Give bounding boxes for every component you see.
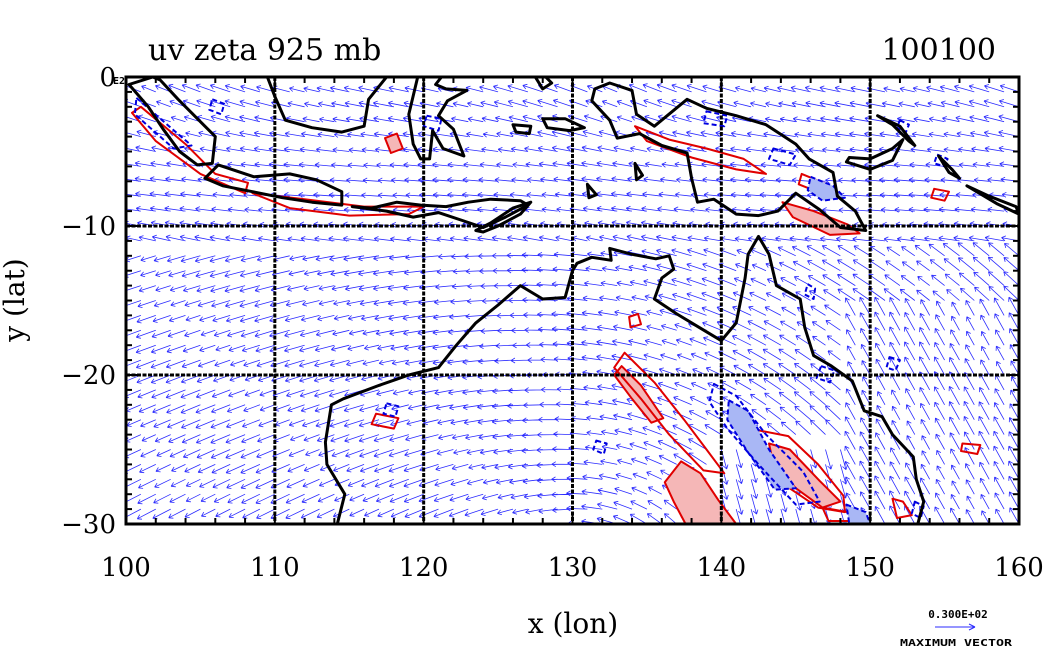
y-axis-label: y (lat): [0, 258, 31, 342]
coastline-timor: [474, 200, 533, 234]
coastline-tanimbar: [585, 182, 598, 200]
negative-vorticity-contour: [208, 98, 226, 116]
negative-vorticity-contour: [803, 283, 817, 300]
positive-vorticity-contour: [960, 442, 982, 455]
y-tick-label: −20: [61, 361, 116, 391]
coastline-australia: [323, 234, 926, 524]
coastline-aru: [633, 161, 644, 182]
x-axis-label: x (lon): [528, 607, 618, 640]
negative-vorticity-contour: [815, 365, 836, 384]
negative-vorticity-contour: [845, 503, 872, 524]
coastline-layer: [127, 77, 1019, 524]
coastline-new-guinea: [590, 81, 868, 232]
x-tick-label: 140: [697, 553, 747, 583]
negative-vorticity-contour: [422, 114, 443, 132]
positive-vorticity-contour: [131, 105, 249, 195]
negative-vorticity-contour: [702, 110, 729, 128]
x-tick-label: 160: [994, 553, 1044, 583]
coastline-halmahera: [533, 77, 554, 91]
chart-date-label: 100100: [881, 33, 996, 68]
positive-vorticity-contour: [251, 192, 425, 217]
positive-vorticity-contour: [370, 412, 400, 430]
positive-vorticity-contour: [613, 365, 665, 424]
negative-vorticity-contour: [382, 402, 400, 418]
vector-key-value: 0.300E+02: [928, 608, 988, 621]
vector-key: 0.300E+02 MAXIMUM VECTOR: [900, 608, 1013, 649]
x-tick-labels: 100 110 120 130 140 150 160: [101, 553, 1044, 583]
negative-vorticity-contour: [592, 439, 608, 455]
coastline-sulawesi: [407, 77, 469, 161]
chart-title: uv zeta 925 mb: [148, 33, 381, 68]
negative-vorticity-contour: [910, 500, 925, 519]
gridline-layer: [126, 77, 1019, 524]
coastline-seram: [541, 117, 586, 133]
vector-key-arrowhead: [968, 623, 976, 631]
coastline-bougainville: [937, 154, 961, 180]
x-tick-label: 110: [250, 553, 300, 583]
y-tick-label: 0: [99, 63, 116, 93]
positive-vorticity-contour: [663, 460, 738, 524]
coastline-sumatra: [127, 77, 217, 167]
x-tick-label: 120: [399, 553, 449, 583]
x-tick-label: 130: [548, 553, 598, 583]
corner-exponent-label: E2: [113, 76, 125, 87]
y-tick-labels: 0 −10 −20 −30: [61, 63, 116, 540]
coastline-buru: [511, 123, 533, 136]
positive-vorticity-contour: [384, 132, 404, 154]
positive-vorticity-contour: [930, 187, 950, 202]
negative-vorticity-contour: [708, 382, 821, 506]
y-tick-label: −10: [61, 212, 116, 242]
positive-vorticity-contour: [628, 312, 642, 329]
x-tick-label: 100: [101, 553, 151, 583]
coastline-new-ireland: [876, 114, 917, 147]
map-area: [126, 77, 1019, 524]
negative-vorticity-contour: [806, 175, 846, 202]
coastline-borneo: [265, 77, 388, 134]
coastline-java: [203, 163, 344, 207]
positive-vorticity-contour: [891, 497, 913, 519]
y-tick-label: −30: [61, 510, 116, 540]
negative-vorticity-contour: [885, 356, 901, 372]
negative-vorticity-contour: [133, 96, 193, 150]
positive-vorticity-contour: [613, 351, 726, 475]
plot-frame: [124, 75, 1021, 526]
x-tick-label: 150: [845, 553, 895, 583]
coastline-new-britain: [844, 138, 905, 171]
negative-vorticity-contour: [768, 147, 797, 166]
negative-vorticity-contour: [726, 399, 797, 491]
vector-key-label: MAXIMUM VECTOR: [900, 638, 1013, 649]
